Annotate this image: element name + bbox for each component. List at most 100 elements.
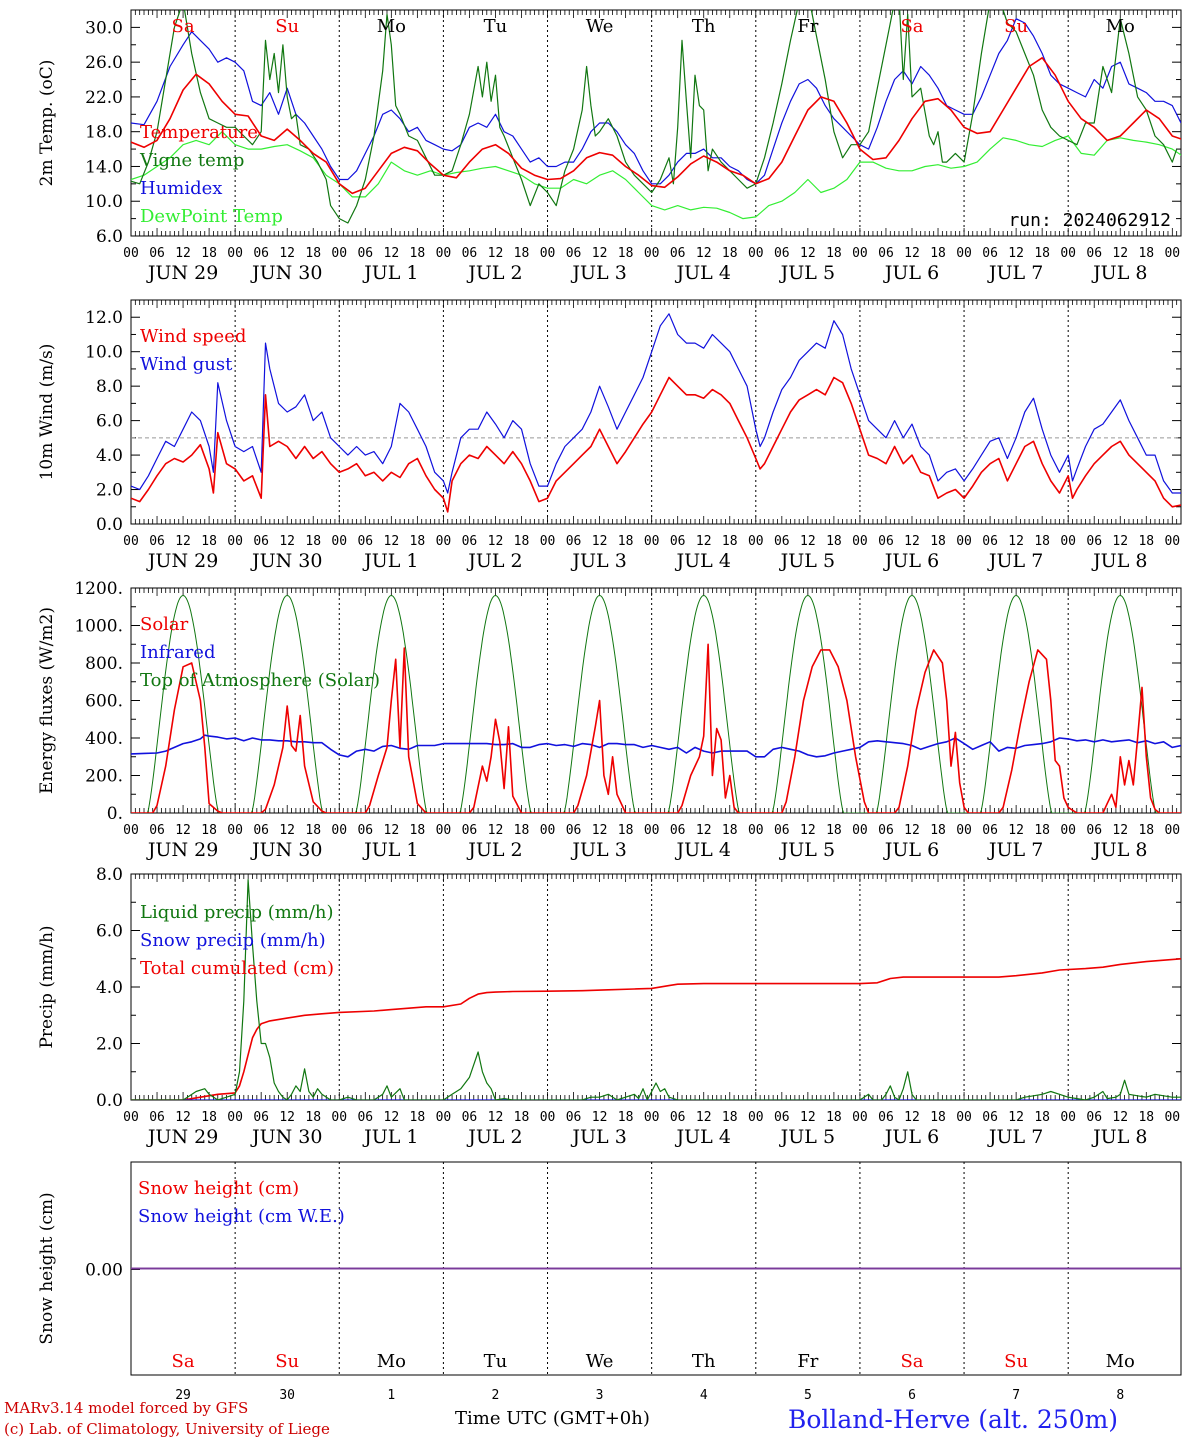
hour-tick-label: 06 xyxy=(1086,1110,1102,1125)
date-label: JUL 1 xyxy=(362,839,418,861)
legend-entry: Infrared xyxy=(140,642,215,663)
plot-area xyxy=(131,313,1181,513)
hour-tick-label: 00 xyxy=(956,1110,972,1125)
hour-tick-label: 06 xyxy=(357,534,373,549)
y-tick-label: 400. xyxy=(85,729,123,749)
day-number-label: 8 xyxy=(1116,1388,1124,1403)
day-abbr-label: Su xyxy=(1004,1351,1028,1372)
hour-tick-label: 00 xyxy=(540,246,556,261)
date-label: JUL 6 xyxy=(883,262,939,284)
hour-tick-label: 06 xyxy=(253,1110,269,1125)
hour-tick-label: 00 xyxy=(956,534,972,549)
day-abbr-label: Th xyxy=(692,1351,716,1372)
legend-entry: Wind gust xyxy=(140,354,233,375)
legend-entry: Vigne temp xyxy=(139,150,244,171)
hour-tick-label: 12 xyxy=(175,246,191,261)
hour-tick-label: 06 xyxy=(774,823,790,838)
hour-tick-label: 12 xyxy=(384,246,400,261)
date-label: JUL 5 xyxy=(779,1126,835,1148)
hour-tick-label: 18 xyxy=(1138,823,1154,838)
hour-tick-label: 18 xyxy=(410,1110,426,1125)
day-number-label: 5 xyxy=(804,1388,812,1403)
hour-tick-label: 18 xyxy=(514,246,530,261)
hour-tick-label: 06 xyxy=(878,534,894,549)
hour-tick-label: 06 xyxy=(462,534,478,549)
legend-entry: Wind speed xyxy=(140,326,246,347)
hour-tick-label: 06 xyxy=(982,534,998,549)
date-label: JUL 8 xyxy=(1091,262,1147,284)
hour-tick-label: 12 xyxy=(592,246,608,261)
hour-tick-label: 06 xyxy=(462,823,478,838)
hour-tick-label: 00 xyxy=(644,534,660,549)
date-label: JUL 6 xyxy=(883,1126,939,1148)
series-solar xyxy=(131,643,1181,813)
date-label: JUL 8 xyxy=(1091,1126,1147,1148)
series-temperature xyxy=(131,56,1181,195)
date-label: JUL 6 xyxy=(883,550,939,572)
hour-tick-label: 06 xyxy=(149,823,165,838)
hour-tick-label: 00 xyxy=(748,246,764,261)
hour-tick-label: 06 xyxy=(878,246,894,261)
hour-tick-label: 00 xyxy=(540,823,556,838)
hour-tick-label: 18 xyxy=(722,246,738,261)
panels-group: 6.010.014.018.022.026.030.000 06 12 18 00 06 1… xyxy=(37,9,1182,1403)
series-wind-gust xyxy=(131,313,1181,494)
date-label: JUN 29 xyxy=(146,839,218,861)
hour-tick-label: 06 xyxy=(357,246,373,261)
hour-tick-label: 00 xyxy=(1060,534,1076,549)
hour-tick-label: 12 xyxy=(488,823,504,838)
hour-tick-label: 00 xyxy=(436,534,452,549)
hour-tick-label: 18 xyxy=(514,1110,530,1125)
day-abbr-label: Su xyxy=(1004,16,1028,37)
hour-tick-label: 00 xyxy=(123,534,139,549)
day-number-label: 30 xyxy=(279,1388,295,1403)
y-tick-label: 2.0 xyxy=(96,1035,123,1055)
day-abbr-label: Su xyxy=(275,1351,299,1372)
hour-tick-label: 18 xyxy=(930,823,946,838)
date-label: JUL 7 xyxy=(987,550,1043,572)
hour-tick-label: 00 xyxy=(331,823,347,838)
hour-tick-label: 06 xyxy=(982,823,998,838)
panel-temperature: 6.0 10.0 14.0 18.0 22.0 26.0 30.0 00 06 12 18 00 06 1… xyxy=(37,9,1182,284)
hour-tick-label: 06 xyxy=(670,246,686,261)
plot-area xyxy=(131,878,1181,1100)
hour-tick-label: 12 xyxy=(696,246,712,261)
date-label: JUL 5 xyxy=(779,550,835,572)
hour-tick-label: 12 xyxy=(175,823,191,838)
y-tick-label: 6.0 xyxy=(96,922,123,942)
date-label: JUL 1 xyxy=(362,550,418,572)
hour-tick-label: 18 xyxy=(410,534,426,549)
hour-tick-label: 12 xyxy=(488,1110,504,1125)
y-tick-label: 0.0 xyxy=(96,515,123,535)
day-abbr-label: Mo xyxy=(377,1351,406,1372)
hour-tick-label: 12 xyxy=(592,823,608,838)
hour-tick-label: 18 xyxy=(410,246,426,261)
hour-tick-label: 12 xyxy=(592,1110,608,1125)
hour-tick-label: 18 xyxy=(305,246,321,261)
hour-tick-label: 18 xyxy=(722,534,738,549)
date-label: JUN 29 xyxy=(146,262,218,284)
hour-tick-label: 00 xyxy=(1164,246,1180,261)
y-tick-label: 6.0 xyxy=(96,412,123,432)
y-tick-label: 14.0 xyxy=(85,157,123,177)
legend-entry: Top of Atmosphere (Solar) xyxy=(140,670,380,691)
y-axis-label: 2m Temp. (oC) xyxy=(37,60,57,187)
hour-tick-label: 12 xyxy=(384,823,400,838)
hour-tick-label: 06 xyxy=(149,534,165,549)
hour-tick-label: 06 xyxy=(462,1110,478,1125)
legend-entry: Temperature xyxy=(140,122,258,143)
y-tick-label: 18.0 xyxy=(85,123,123,143)
date-label: JUL 7 xyxy=(987,262,1043,284)
hour-tick-label: 12 xyxy=(1008,823,1024,838)
hour-tick-label: 18 xyxy=(618,534,634,549)
hour-tick-label: 12 xyxy=(279,534,295,549)
hour-tick-label: 18 xyxy=(410,823,426,838)
hour-tick-label: 06 xyxy=(253,823,269,838)
series-wind-speed xyxy=(131,376,1181,513)
hour-tick-label: 06 xyxy=(1086,534,1102,549)
legend-entry: Total cumulated (cm) xyxy=(140,958,334,979)
day-number-label: 2 xyxy=(492,1388,500,1403)
date-label: JUL 3 xyxy=(570,550,626,572)
hour-tick-label: 06 xyxy=(670,534,686,549)
hour-tick-label: 12 xyxy=(384,1110,400,1125)
